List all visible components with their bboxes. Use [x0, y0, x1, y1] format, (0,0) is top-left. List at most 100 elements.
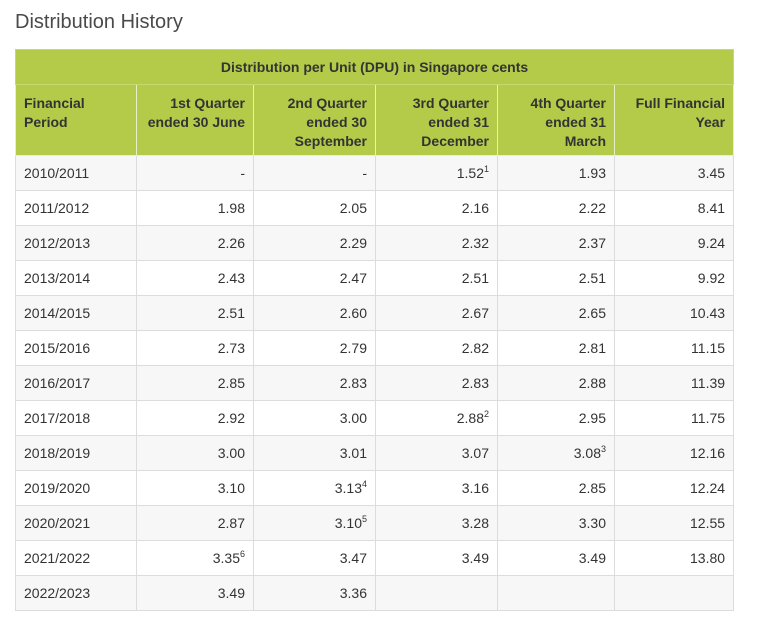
dpu-value: 2.87 — [217, 515, 245, 531]
table-row: 2010/2011- -1.521 1.93 3.45 — [15, 155, 735, 191]
column-header-full-year: Full Financial Year — [613, 84, 735, 156]
footnote-marker: 3 — [600, 444, 606, 454]
table-row: 2014/2015 2.51 2.60 2.67 2.65 10.43 — [15, 295, 735, 331]
dpu-cell: 2.79 — [253, 330, 376, 366]
dpu-cell: 2.47 — [253, 260, 376, 296]
dpu-value: 11.75 — [691, 410, 726, 426]
table-row: 2020/2021 2.87 3.105 3.28 3.30 12.55 — [15, 505, 735, 541]
period-cell: 2018/2019 — [15, 435, 137, 471]
column-header-line: ended 31 — [428, 114, 489, 130]
dpu-cell: 12.16 — [613, 435, 735, 471]
dpu-cell: 2.81 — [497, 330, 615, 366]
dpu-cell: 12.24 — [613, 470, 735, 506]
column-header-line: September — [294, 133, 367, 149]
table-row: 2021/2022 3.356 3.47 3.49 3.49 13.80 — [15, 540, 735, 576]
dpu-value: 3.13 — [334, 480, 362, 496]
dpu-cell: 2.87 — [136, 505, 254, 541]
dpu-value: 9.92 — [697, 270, 726, 286]
dpu-cell: 3.07 — [375, 435, 498, 471]
dpu-cell: 3.00 — [253, 400, 376, 436]
dpu-cell: - — [136, 155, 254, 191]
dpu-value: 2.37 — [578, 235, 606, 251]
dpu-value: 12.16 — [690, 445, 726, 461]
dpu-cell: - — [253, 155, 376, 191]
period-cell: 2010/2011 — [15, 155, 137, 191]
dpu-value: 10.43 — [690, 305, 726, 321]
dpu-value: 2.95 — [578, 410, 606, 426]
dpu-value: 3.35 — [212, 550, 240, 566]
column-header-line: ended 30 — [306, 114, 367, 130]
dpu-cell — [497, 575, 615, 611]
dpu-value: 2.83 — [339, 375, 367, 391]
dpu-value: 3.49 — [461, 550, 489, 566]
dpu-value: 3.36 — [339, 585, 367, 601]
table-row: 2012/2013 2.26 2.29 2.32 2.37 9.24 — [15, 225, 735, 261]
dpu-value: 2.88 — [578, 375, 606, 391]
dpu-cell: 3.45 — [613, 155, 735, 191]
dpu-value: 11.39 — [691, 375, 726, 391]
dpu-cell: 10.43 — [613, 295, 735, 331]
dpu-cell: 3.10 — [136, 470, 254, 506]
dpu-cell: 2.37 — [497, 225, 615, 261]
dpu-value: 1.52 — [456, 165, 484, 181]
dpu-cell: 2.65 — [497, 295, 615, 331]
dpu-cell: 2.88 — [497, 365, 615, 401]
dpu-value: 2.51 — [578, 270, 606, 286]
dpu-value: 2.79 — [339, 340, 367, 356]
dpu-value: 2.83 — [461, 375, 489, 391]
dpu-cell: 3.01 — [253, 435, 376, 471]
dpu-value: 3.49 — [217, 585, 245, 601]
dpu-cell: 3.356 — [136, 540, 254, 576]
dpu-value: 2.26 — [217, 235, 245, 251]
dpu-cell: 2.83 — [253, 365, 376, 401]
dpu-value: 2.85 — [217, 375, 245, 391]
table-banner: Distribution per Unit (DPU) in Singapore… — [14, 49, 735, 85]
dpu-cell: 2.51 — [375, 260, 498, 296]
period-cell: 2022/2023 — [15, 575, 137, 611]
column-header-line: ended 31 — [545, 114, 606, 130]
dpu-cell: 3.30 — [497, 505, 615, 541]
dpu-cell: 2.16 — [375, 190, 498, 226]
dpu-cell: 2.92 — [136, 400, 254, 436]
column-header-line: December — [421, 133, 489, 149]
dpu-value: 2.51 — [217, 305, 245, 321]
dpu-value: 3.45 — [697, 165, 726, 181]
period-cell: 2015/2016 — [15, 330, 137, 366]
dpu-cell: 2.85 — [136, 365, 254, 401]
dpu-value: 2.22 — [578, 200, 606, 216]
dpu-cell: 3.28 — [375, 505, 498, 541]
dpu-value: 2.47 — [339, 270, 367, 286]
dpu-cell: 3.00 — [136, 435, 254, 471]
table-row: 2017/2018 2.92 3.00 2.882 2.95 11.75 — [15, 400, 735, 436]
footnote-marker: 5 — [361, 514, 367, 524]
table-banner-row: Distribution per Unit (DPU) in Singapore… — [14, 49, 735, 85]
dpu-cell: 9.92 — [613, 260, 735, 296]
dpu-cell: 11.39 — [613, 365, 735, 401]
dpu-value: 3.08 — [573, 445, 601, 461]
dpu-value: 3.49 — [578, 550, 606, 566]
period-cell: 2021/2022 — [15, 540, 137, 576]
dpu-cell: 3.083 — [497, 435, 615, 471]
column-header-line: Full Financial — [635, 95, 726, 111]
dpu-value: 2.92 — [217, 410, 245, 426]
dpu-table: Distribution per Unit (DPU) in Singapore… — [14, 49, 735, 611]
dpu-value: 3.07 — [461, 445, 489, 461]
dpu-value: 3.28 — [461, 515, 489, 531]
dpu-value: 2.85 — [578, 480, 606, 496]
dpu-value: 2.67 — [461, 305, 489, 321]
dpu-value: 2.32 — [461, 235, 489, 251]
dpu-value: 2.60 — [339, 305, 367, 321]
table-row: 2018/2019 3.00 3.01 3.07 3.083 12.16 — [15, 435, 735, 471]
dpu-cell: 3.49 — [375, 540, 498, 576]
dpu-cell: 3.134 — [253, 470, 376, 506]
column-header-line: March — [564, 133, 606, 149]
page-title: Distribution History — [15, 11, 183, 33]
dpu-cell: 3.36 — [253, 575, 376, 611]
dpu-cell: 1.521 — [375, 155, 498, 191]
dpu-value: 3.47 — [339, 550, 367, 566]
dpu-value: 2.16 — [461, 200, 489, 216]
dpu-cell: 3.49 — [497, 540, 615, 576]
dpu-value: 2.43 — [217, 270, 245, 286]
dpu-cell: 2.29 — [253, 225, 376, 261]
period-cell: 2016/2017 — [15, 365, 137, 401]
